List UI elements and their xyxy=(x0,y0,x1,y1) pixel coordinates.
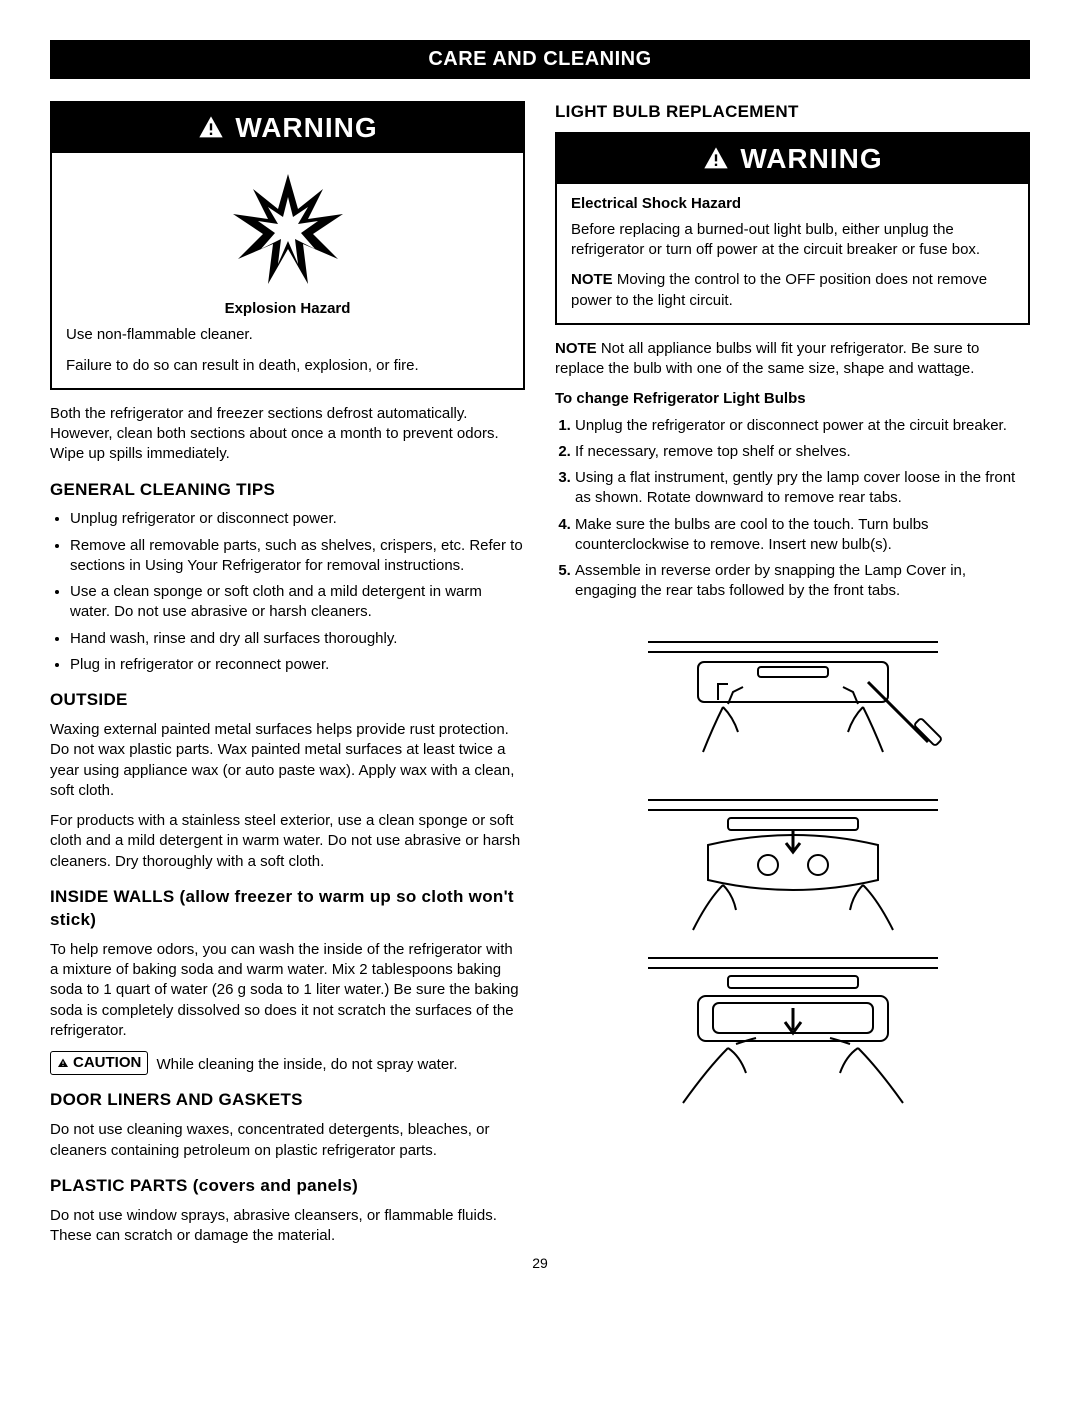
lamp-step-3-icon xyxy=(628,948,958,1108)
right-column: LIGHT BULB REPLACEMENT WARNING Electrica… xyxy=(555,101,1030,1246)
plastic-parts-p1: Do not use window sprays, abrasive clean… xyxy=(50,1206,525,1247)
light-bulb-heading: LIGHT BULB REPLACEMENT xyxy=(555,101,1030,124)
list-item: Unplug the refrigerator or disconnect po… xyxy=(575,416,1030,436)
door-liners-heading: DOOR LINERS AND GASKETS xyxy=(50,1089,525,1112)
warning-note: NOTE Moving the control to the OFF posit… xyxy=(571,270,1014,311)
alert-triangle-icon xyxy=(702,145,730,173)
caution-label: CAUTION xyxy=(73,1053,141,1073)
hazard-title: Electrical Shock Hazard xyxy=(571,194,1014,214)
warning-p1: Before replacing a burned-out light bulb… xyxy=(571,220,1014,261)
note-text: Moving the control to the OFF position d… xyxy=(571,271,987,308)
left-column: WARNING Explosion Hazard Use non-flammab… xyxy=(50,101,525,1246)
page-header: CARE AND CLEANING xyxy=(50,40,1030,79)
outside-p1: Waxing external painted metal surfaces h… xyxy=(50,720,525,801)
door-liners-p1: Do not use cleaning waxes, concentrated … xyxy=(50,1120,525,1161)
lamp-step-1-icon xyxy=(628,632,958,782)
warning-box-explosion: WARNING Explosion Hazard Use non-flammab… xyxy=(50,101,525,390)
hazard-title: Explosion Hazard xyxy=(66,299,509,319)
list-item: Hand wash, rinse and dry all surfaces th… xyxy=(70,629,525,649)
caution-badge: CAUTION xyxy=(50,1051,148,1075)
warning-text-1: Use non-flammable cleaner. xyxy=(66,325,509,345)
warning-label: WARNING xyxy=(235,109,377,147)
change-bulbs-heading: To change Refrigerator Light Bulbs xyxy=(555,389,1030,409)
warning-header: WARNING xyxy=(557,134,1028,184)
two-column-layout: WARNING Explosion Hazard Use non-flammab… xyxy=(50,101,1030,1246)
note-label: NOTE xyxy=(555,340,597,357)
inside-walls-heading: INSIDE WALLS (allow freezer to warm up s… xyxy=(50,886,525,932)
general-tips-list: Unplug refrigerator or disconnect power.… xyxy=(50,509,525,675)
warning-text-2: Failure to do so can result in death, ex… xyxy=(66,356,509,376)
list-item: Remove all removable parts, such as shel… xyxy=(70,536,525,577)
note-text: Not all appliance bulbs will fit your re… xyxy=(555,340,979,377)
list-item: Plug in refrigerator or reconnect power. xyxy=(70,655,525,675)
outside-heading: OUTSIDE xyxy=(50,689,525,712)
note-label: NOTE xyxy=(571,271,613,288)
intro-paragraph: Both the refrigerator and freezer sectio… xyxy=(50,404,525,465)
warning-header: WARNING xyxy=(52,103,523,153)
alert-triangle-icon xyxy=(57,1057,69,1069)
inside-walls-p1: To help remove odors, you can wash the i… xyxy=(50,940,525,1041)
plastic-parts-heading: PLASTIC PARTS (covers and panels) xyxy=(50,1175,525,1198)
alert-triangle-icon xyxy=(197,114,225,142)
list-item: Use a clean sponge or soft cloth and a m… xyxy=(70,582,525,623)
page-number: 29 xyxy=(50,1254,1030,1273)
bulb-note: NOTE Not all appliance bulbs will fit yo… xyxy=(555,339,1030,380)
list-item: Assemble in reverse order by snapping th… xyxy=(575,561,1030,602)
list-item: If necessary, remove top shelf or shelve… xyxy=(575,442,1030,462)
list-item: Unplug refrigerator or disconnect power. xyxy=(70,509,525,529)
outside-p2: For products with a stainless steel exte… xyxy=(50,811,525,872)
lamp-cover-illustrations xyxy=(555,632,1030,1108)
change-bulbs-steps: Unplug the refrigerator or disconnect po… xyxy=(555,416,1030,602)
warning-box-electrical: WARNING Electrical Shock Hazard Before r… xyxy=(555,132,1030,325)
list-item: Make sure the bulbs are cool to the touc… xyxy=(575,515,1030,556)
explosion-icon xyxy=(66,163,509,299)
caution-text: While cleaning the inside, do not spray … xyxy=(157,1056,458,1073)
list-item: Using a flat instrument, gently pry the … xyxy=(575,468,1030,509)
lamp-step-2-icon xyxy=(628,790,958,940)
caution-line: CAUTION While cleaning the inside, do no… xyxy=(50,1051,525,1075)
warning-label: WARNING xyxy=(740,140,882,178)
general-tips-heading: GENERAL CLEANING TIPS xyxy=(50,479,525,502)
